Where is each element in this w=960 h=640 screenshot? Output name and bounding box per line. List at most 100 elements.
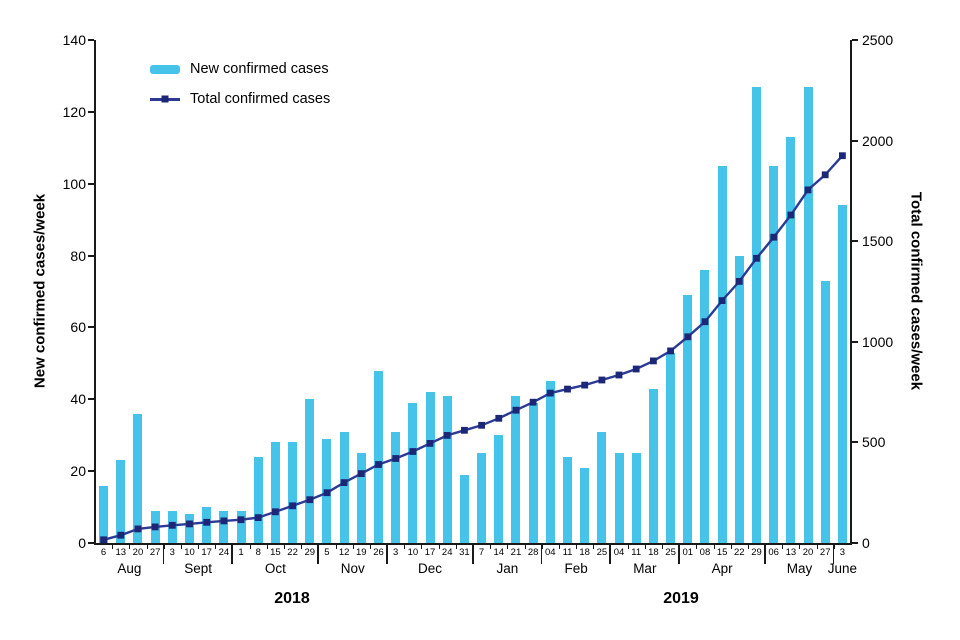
line-marker-may-20 (804, 186, 812, 194)
line-marker-feb-04 (546, 389, 554, 397)
x-date-label: 20 (132, 547, 144, 558)
line-marker-aug-27 (151, 523, 159, 531)
bar-jan-28 (528, 402, 538, 543)
right-tick-label: 1000 (862, 333, 894, 350)
line-marker-mar-18 (650, 357, 657, 365)
line-marker-sept-17 (203, 518, 211, 526)
x-slot-tick (129, 545, 131, 549)
line-marker-dec-10 (409, 448, 417, 455)
x-date-label: 21 (510, 547, 522, 558)
bar-dec-3 (391, 431, 401, 543)
line-marker-may-13 (787, 211, 795, 219)
line-marker-nov-12 (340, 479, 348, 486)
right-tick-mark (852, 542, 858, 544)
bar-dec-17 (425, 392, 435, 543)
month-separator (162, 545, 165, 564)
x-slot-tick (490, 545, 492, 549)
bar-apr-29 (752, 86, 761, 543)
bar-may-13 (786, 137, 796, 543)
bar-feb-18 (580, 467, 590, 543)
x-month-label-june: June (827, 561, 858, 576)
left-tick-mark (88, 542, 94, 544)
line-marker-sept-3 (168, 521, 176, 529)
x-slot-tick (816, 545, 818, 549)
x-date-label: 29 (751, 547, 762, 558)
x-slot-tick (576, 545, 578, 549)
x-date-label: 01 (682, 547, 694, 558)
line-marker-apr-22 (735, 278, 743, 285)
bar-sept-10 (185, 514, 194, 543)
month-separator (832, 545, 835, 564)
x-date-label: 04 (545, 547, 556, 558)
total-cases-line (100, 152, 846, 544)
line-marker-apr-08 (701, 318, 709, 326)
x-date-label: 24 (218, 547, 230, 558)
left-tick-mark (88, 182, 94, 185)
line-marker-aug-13 (117, 531, 125, 539)
month-separator (386, 545, 388, 564)
x-month-label-jan: Jan (496, 561, 519, 576)
right-axis-title: Total confirmed cases/week (907, 191, 925, 391)
left-tick-label: 0 (78, 535, 86, 551)
right-tick-mark (852, 39, 858, 41)
x-slot-tick (730, 545, 732, 549)
bar-feb-04 (545, 381, 555, 543)
line-marker-feb-11 (564, 385, 571, 393)
x-date-label: 22 (734, 547, 745, 558)
line-marker-may-06 (770, 233, 778, 241)
line-marker-dec-17 (426, 440, 434, 447)
line-marker-may-27 (821, 171, 829, 179)
line-marker-oct-29 (306, 496, 314, 504)
x-slot-tick (301, 545, 303, 549)
left-axis-title: New confirmed cases/week (31, 193, 49, 389)
line-marker-mar-11 (632, 365, 640, 373)
x-slot-tick (112, 545, 114, 549)
bar-oct-1 (236, 510, 246, 543)
x-date-label: 17 (424, 547, 436, 558)
line-marker-feb-25 (598, 376, 606, 384)
left-tick-mark (88, 398, 94, 401)
bar-may-27 (820, 280, 830, 543)
x-date-label: 11 (631, 547, 642, 558)
x-date-label: 3 (393, 547, 399, 558)
month-separator (317, 545, 319, 564)
left-tick-label: 20 (70, 463, 86, 480)
right-tick-label: 0 (862, 535, 870, 551)
x-slot-tick (180, 545, 182, 549)
line-marker-dec-24 (443, 432, 451, 439)
line-marker-dec-31 (461, 426, 468, 434)
line-swatch-icon (150, 95, 180, 103)
x-month-label-nov: Nov (340, 561, 365, 576)
left-axis-line (94, 40, 96, 545)
bar-june-3 (837, 205, 847, 543)
x-date-label: 10 (184, 547, 195, 558)
x-slot-tick (215, 545, 217, 549)
bar-feb-11 (563, 456, 572, 543)
bar-apr-08 (700, 269, 710, 543)
left-tick-label: 120 (62, 103, 86, 120)
bar-oct-22 (288, 442, 298, 543)
x-date-label: 13 (785, 547, 797, 558)
x-date-label: 3 (169, 547, 175, 558)
x-date-label: 26 (373, 547, 384, 558)
line-marker-oct-22 (289, 502, 296, 510)
x-date-label: 1 (238, 547, 244, 558)
x-slot-tick (421, 545, 423, 549)
line-marker-sept-10 (186, 520, 193, 528)
bar-jan-7 (477, 453, 487, 543)
bar-swatch-icon (150, 64, 180, 74)
legend-label: Total confirmed cases (190, 91, 331, 107)
left-tick-label: 140 (62, 32, 86, 48)
bar-oct-29 (305, 399, 315, 543)
line-marker-jan-21 (512, 406, 520, 414)
x-date-label: 5 (324, 547, 330, 558)
bar-nov-19 (356, 453, 366, 543)
line-marker-apr-01 (684, 333, 692, 341)
line-marker-feb-18 (581, 381, 589, 389)
line-marker-mar-25 (667, 347, 674, 355)
left-tick-label: 60 (70, 319, 86, 336)
right-tick-label: 2000 (862, 132, 894, 149)
left-tick-label: 40 (70, 391, 86, 408)
x-date-label: 14 (493, 547, 505, 558)
bar-nov-26 (374, 370, 383, 543)
